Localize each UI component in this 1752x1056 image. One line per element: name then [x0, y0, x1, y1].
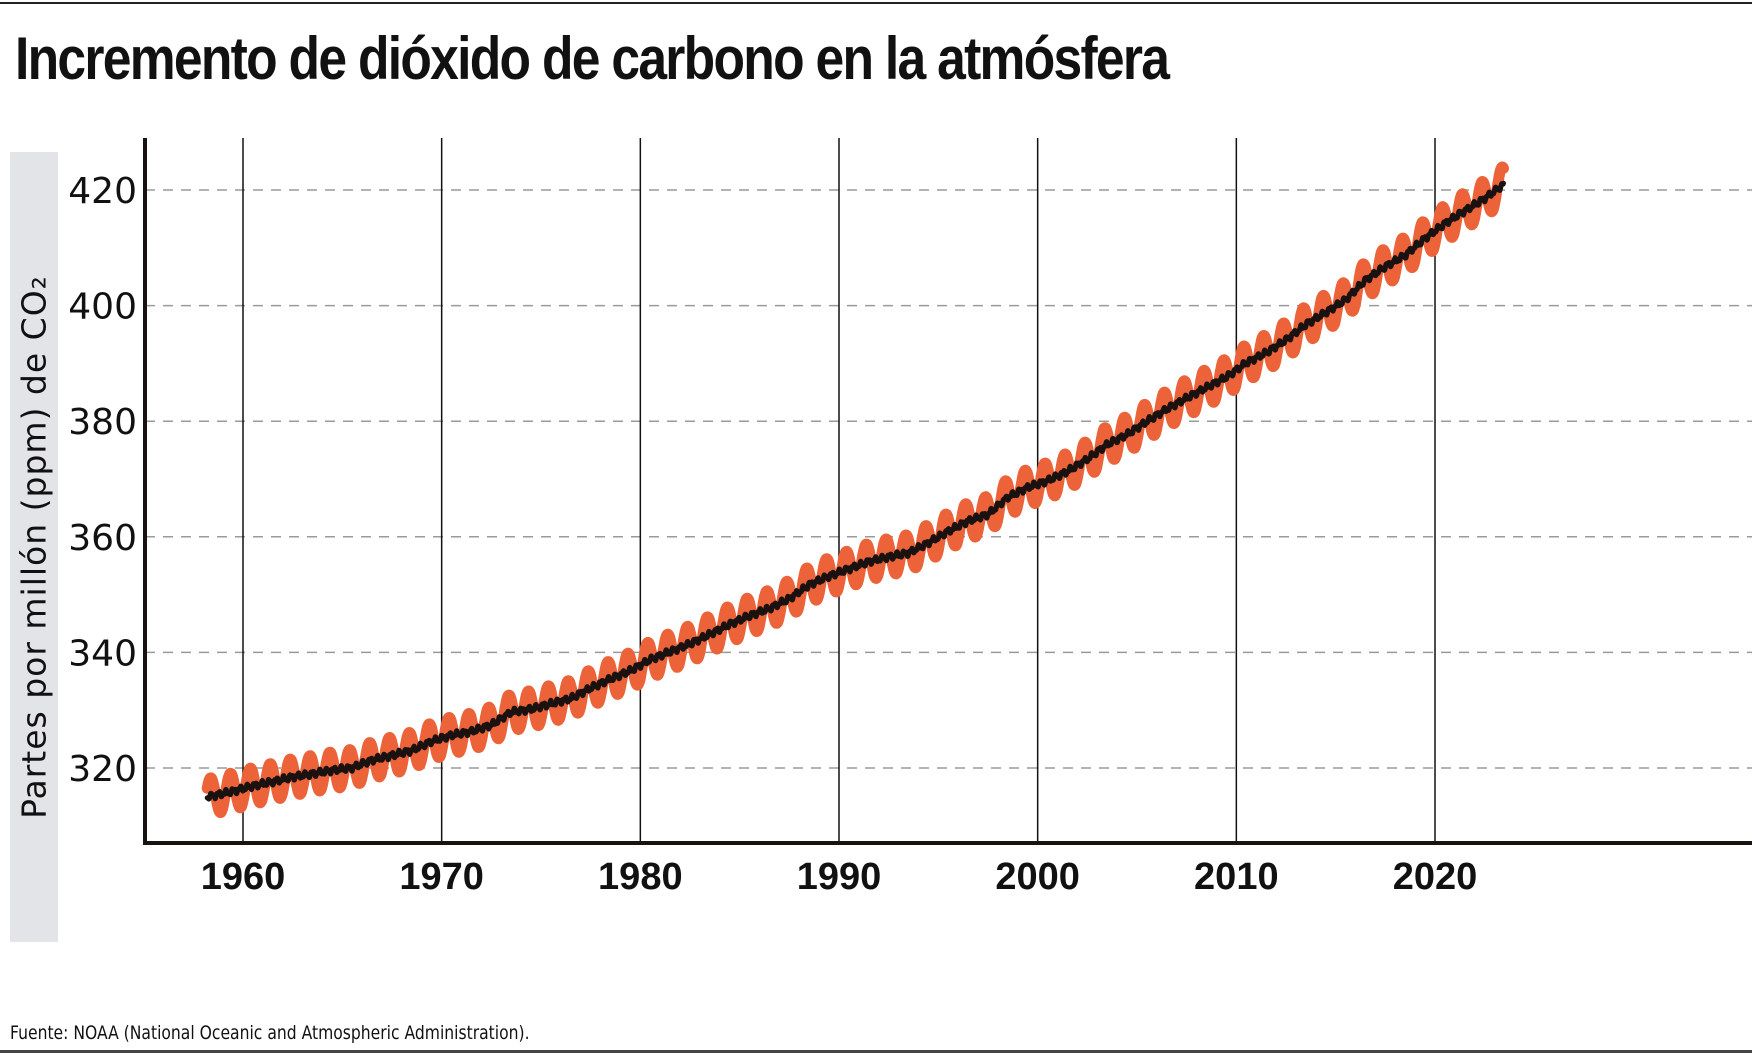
y-tick-label: 400 — [68, 287, 137, 328]
x-tick-label: 2020 — [1393, 856, 1478, 898]
y-tick-label: 320 — [68, 749, 137, 790]
y-tick-label: 380 — [68, 402, 137, 443]
y-tick-label: 360 — [68, 518, 137, 559]
x-tick-label: 1970 — [399, 856, 484, 898]
series — [201, 161, 1509, 819]
x-tick-label: 1990 — [797, 856, 882, 898]
source-note: Fuente: NOAA (National Oceanic and Atmos… — [10, 1022, 530, 1044]
x-tick-label: 1980 — [598, 856, 683, 898]
x-tick-label: 2000 — [995, 856, 1080, 898]
x-tick-label: 2010 — [1194, 856, 1279, 898]
y-tick-label: 420 — [68, 171, 137, 212]
trend-co2-line — [204, 180, 1506, 802]
monthly-co2-line — [201, 161, 1509, 819]
bottom-rule — [0, 1050, 1752, 1053]
chart-title: Incremento de dióxido de carbono en la a… — [15, 25, 1170, 92]
ticks: 320 340 360 380 400 420 1960 1970 1980 1990 2000 20… — [68, 171, 1477, 898]
top-rule — [0, 2, 1752, 4]
axes — [143, 138, 1752, 845]
x-tick-label: 1960 — [201, 856, 286, 898]
y-axis-label-box — [10, 152, 58, 942]
y-tick-label: 340 — [68, 633, 137, 674]
